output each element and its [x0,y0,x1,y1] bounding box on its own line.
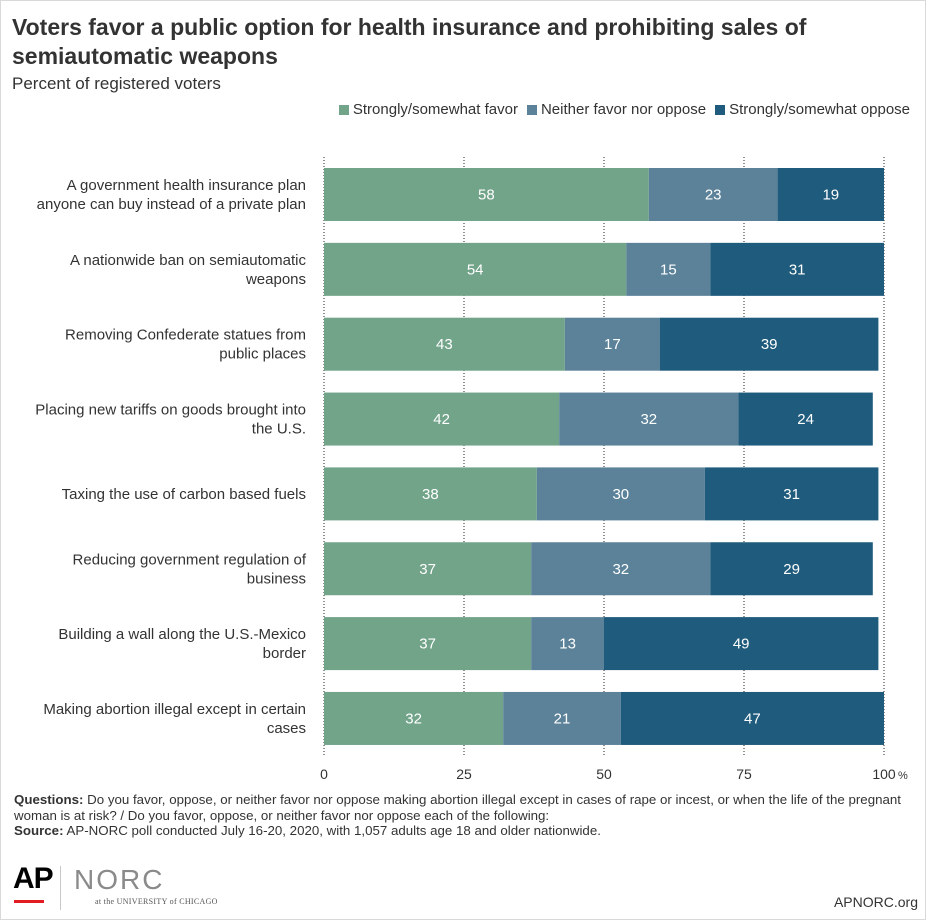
legend-item-favor: Strongly/somewhat favor [338,101,518,118]
data-label: 31 [783,486,800,503]
data-label: 31 [789,261,806,278]
data-label: 32 [405,710,422,727]
logo-divider [60,866,61,910]
legend-label-favor: Strongly/somewhat favor [352,101,518,118]
category-label: cases [267,720,306,737]
site-url: APNORC.org [833,894,918,910]
category-label: Building a wall along the U.S.-Mexico [58,626,306,643]
bar-segment-oppose [704,467,879,521]
stacked-bar-chart: 58 23 19 A government health insurance plan… [35,157,908,782]
bar-segment-oppose [660,317,879,371]
bar-segment-favor [324,691,504,745]
source-note: Source: AP-NORC poll conducted July 16-2… [14,823,909,839]
legend-label-oppose: Strongly/somewhat oppose [729,101,910,118]
legend-item-neither: Neither favor nor oppose [526,101,707,118]
bar-segment-favor [324,242,627,296]
bar-segment-favor [324,467,537,521]
category-label: A nationwide ban on semiautomatic [70,252,306,269]
data-label: 29 [783,561,800,578]
legend: Strongly/somewhat favor Neither favor no… [330,101,910,118]
x-tick-label: 0 [320,766,328,782]
data-label: 30 [612,486,629,503]
legend-swatch-neither [526,104,537,115]
data-label: 17 [604,336,621,353]
questions-text: Do you favor, oppose, or neither favor n… [14,792,901,823]
data-label: 24 [797,411,814,428]
x-unit-label: % [898,770,908,782]
data-label: 21 [554,710,571,727]
bar-segment-neither [626,242,711,296]
data-label: 37 [419,561,436,578]
category-label: Placing new tariffs on goods brought int… [35,402,306,419]
data-label: 39 [761,336,778,353]
bar-segment-oppose [604,617,879,671]
ap-logo-bar [14,900,44,903]
x-tick-label: 75 [736,766,752,782]
legend-swatch-favor [338,104,349,115]
category-label: public places [219,346,306,363]
bar-segment-favor [324,617,532,671]
bar-segment-favor [324,392,560,446]
data-label: 38 [422,486,439,503]
category-label: Reducing government regulation of [73,551,307,568]
bar-segment-favor [324,542,532,596]
norc-logo: NORC [74,864,165,895]
chart-subtitle: Percent of registered voters [12,74,221,93]
bar-segment-oppose [710,542,873,596]
category-label: business [247,570,306,587]
x-tick-label: 50 [596,766,612,782]
category-label: A government health insurance plan [67,177,306,194]
bar-segment-neither [559,392,739,446]
category-label: Making abortion illegal except in certai… [43,701,306,718]
bar-segment-neither [648,168,778,221]
data-label: 43 [436,336,453,353]
source-label: Source: [14,823,64,838]
ap-logo: AP [13,862,54,895]
questions-note: Questions: Do you favor, oppose, or neit… [14,792,909,823]
data-label: 37 [419,636,436,653]
data-label: 49 [733,636,750,653]
data-label: 42 [433,411,450,428]
bar-segment-neither [503,691,621,745]
bar-segment-neither [536,467,705,521]
footnotes: Questions: Do you favor, oppose, or neit… [14,792,909,839]
bar-segment-neither [531,617,604,671]
legend-label-neither: Neither favor nor oppose [540,101,707,118]
bar-segment-oppose [777,168,884,221]
legend-swatch-oppose [715,104,726,115]
category-label: Taxing the use of carbon based fuels [62,486,306,503]
data-label: 13 [559,636,576,653]
bar-segment-oppose [738,392,873,446]
data-label: 19 [822,187,839,204]
data-label: 15 [660,261,677,278]
questions-label: Questions: [14,792,84,807]
data-label: 32 [612,561,629,578]
bar-segment-neither [564,317,660,371]
chart-title: Voters favor a public option for health … [12,14,807,69]
category-label: weapons [245,271,306,288]
x-tick-label: 100 [872,766,896,782]
category-label: the U.S. [252,421,306,438]
data-label: 54 [467,261,484,278]
source-text: AP-NORC poll conducted July 16-20, 2020,… [66,823,601,838]
category-label: border [263,645,306,662]
bar-segment-neither [531,542,711,596]
bar-segment-oppose [710,242,884,296]
data-label: 23 [705,187,722,204]
bar-segment-favor [324,168,649,221]
bar-segment-oppose [620,691,884,745]
data-label: 47 [744,710,761,727]
norc-logo-subtitle: at the UNIVERSITY of CHICAGO [95,897,218,906]
bar-segment-favor [324,317,565,371]
x-tick-label: 25 [456,766,472,782]
data-label: 58 [478,187,495,204]
data-label: 32 [640,411,657,428]
category-label: anyone can buy instead of a private plan [37,196,306,213]
category-label: Removing Confederate statues from [65,327,306,344]
legend-item-oppose: Strongly/somewhat oppose [715,101,910,118]
